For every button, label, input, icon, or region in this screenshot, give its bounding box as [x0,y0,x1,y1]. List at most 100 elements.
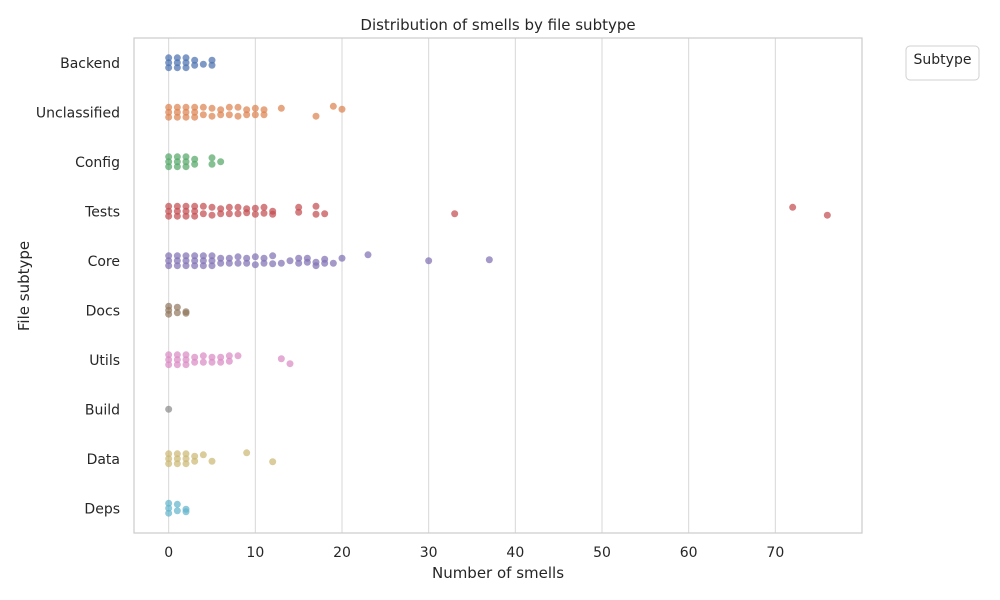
data-point [225,259,233,267]
data-point [208,211,216,219]
data-point [243,449,251,457]
data-point [191,103,199,111]
y-tick-label: Core [88,254,120,270]
data-point [173,212,181,220]
data-point [173,113,181,121]
data-point [182,64,190,72]
data-point [173,455,181,463]
y-tick-label: Utils [89,353,120,369]
series-config [165,153,225,171]
data-point [182,202,190,210]
data-point [173,262,181,270]
data-point [191,358,199,366]
data-point [260,254,268,262]
data-point [243,111,251,119]
data-point [234,352,242,360]
data-point [208,262,216,270]
data-point [199,103,207,111]
data-point [173,108,181,116]
series-tests [165,202,831,220]
data-point [182,158,190,166]
data-point [217,205,225,213]
data-point [243,106,251,114]
data-point [191,202,199,210]
data-point [182,54,190,62]
data-point [234,210,242,218]
data-point [286,360,294,368]
series-unclassified [165,102,346,121]
data-point [277,355,285,363]
data-point [173,303,181,311]
data-point [251,261,259,269]
data-point [217,259,225,267]
data-point [191,56,199,64]
data-point [217,358,225,366]
data-point [182,252,190,260]
data-point [165,103,173,111]
legend: Subtype [905,45,980,81]
data-point [173,103,181,111]
data-point [260,203,268,211]
series-data [165,449,277,468]
data-point [485,256,493,264]
y-tick-label: Unclassified [36,105,120,121]
data-point [191,252,199,260]
y-tick-label: Data [87,452,120,468]
data-point [243,254,251,262]
data-point [182,309,190,317]
data-point [165,202,173,210]
y-tick-label: Tests [84,204,120,220]
data-point [173,460,181,468]
chart-title: Distribution of smells by file subtype [360,16,635,34]
data-point [364,251,372,259]
data-point [182,455,190,463]
data-point [208,203,216,211]
data-point [208,252,216,260]
data-point [251,253,259,261]
data-point [173,500,181,508]
data-point [234,103,242,111]
series-core [165,251,493,270]
data-point [321,210,329,218]
data-point [165,504,173,512]
data-point [173,163,181,171]
data-point [182,460,190,468]
data-point [234,253,242,261]
data-point [191,113,199,121]
data-point [251,204,259,212]
grid-lines [168,38,776,533]
data-point [191,207,199,215]
y-axis-title: File subtype [15,241,33,331]
data-point [165,509,173,517]
data-point [173,257,181,265]
data-point [277,259,285,267]
data-point [338,254,346,262]
data-point [173,59,181,67]
data-point [173,252,181,260]
data-point [225,357,233,365]
data-point [182,450,190,458]
data-point [295,203,303,211]
data-point [451,210,459,218]
data-point [269,252,277,260]
data-point [173,158,181,166]
data-point [165,64,173,72]
data-point [286,257,294,265]
y-tick-label: Build [85,402,120,418]
data-point [173,64,181,72]
x-tick-label: 50 [593,545,611,561]
data-point [191,353,199,361]
data-point [208,61,216,69]
data-point [165,163,173,171]
series-build [165,405,173,413]
data-point [165,252,173,260]
data-point [182,207,190,215]
data-point [165,257,173,265]
data-point [182,257,190,265]
data-point [191,257,199,265]
data-point [199,210,207,218]
data-point [312,202,320,210]
data-point [173,54,181,62]
